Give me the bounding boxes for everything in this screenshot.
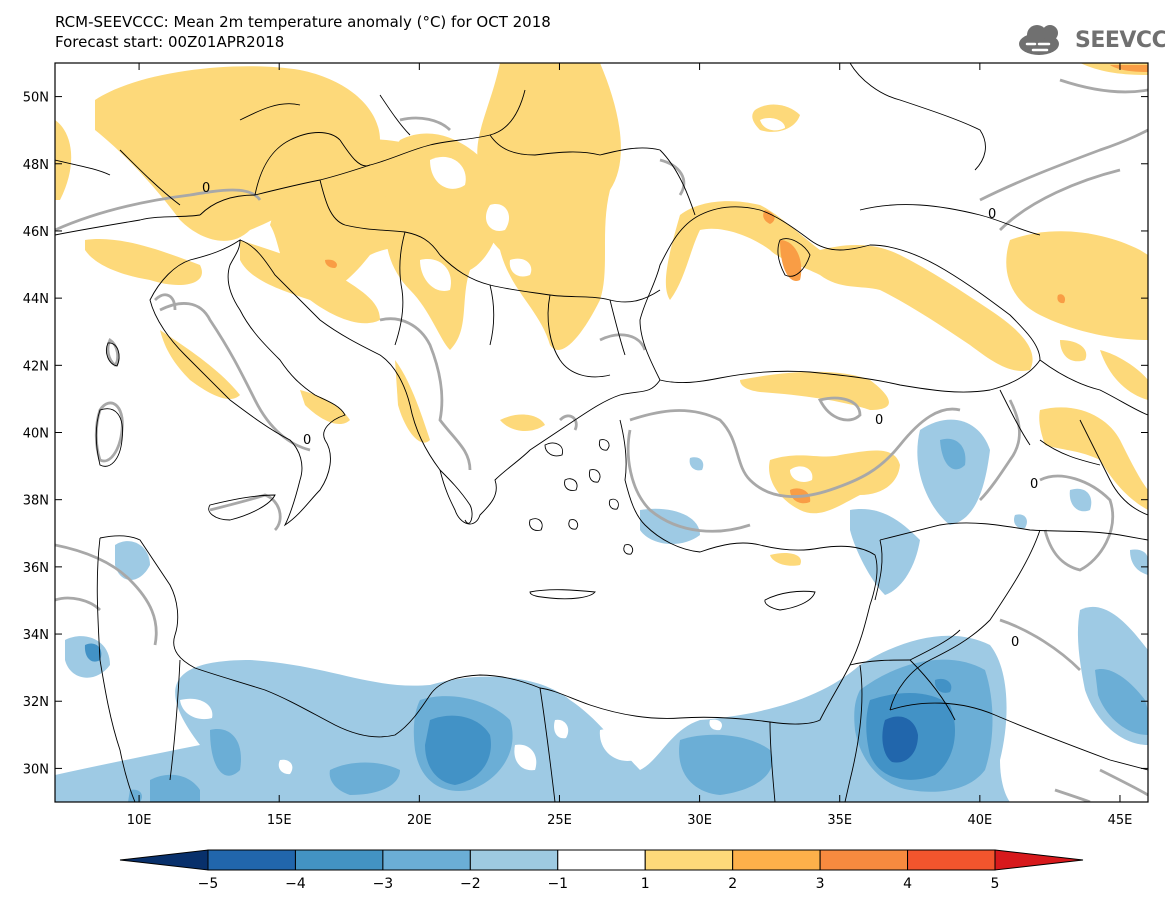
strongest-cool-anomaly-area [882, 716, 918, 763]
colorbar-label: 2 [728, 876, 737, 892]
longitude-axis: 10E 15E 20E 25E 30E 35E 40E 45E [127, 63, 1133, 828]
forecast-start-subtitle: Forecast start: 00Z01APR2018 [55, 33, 285, 51]
colorbar-box [732, 849, 821, 871]
lat-tick-label: 40N [23, 427, 49, 442]
colorbar-box [644, 849, 734, 871]
colorbar-box [294, 849, 384, 871]
colorbar-label: 5 [991, 876, 1000, 892]
lon-tick-label: 30E [687, 813, 712, 828]
colorbar-low-extension [119, 849, 209, 871]
logo-text: SEEVCCC [1075, 28, 1165, 53]
contour-label: 0 [988, 207, 996, 222]
colorbar-box [207, 849, 296, 871]
colorbar-box [907, 849, 996, 871]
colorbar-box [819, 849, 909, 871]
lon-tick-label: 10E [127, 813, 152, 828]
lon-tick-label: 15E [267, 813, 292, 828]
colorbar-label: 1 [641, 876, 650, 892]
contour-label: 0 [1030, 477, 1038, 492]
latitude-axis: 30N 32N 34N 36N 38N 40N 42N 44N 46N 48N 50N [23, 91, 1148, 777]
lat-tick-label: 50N [23, 91, 49, 106]
lat-tick-label: 36N [23, 561, 49, 576]
colorbar-high-extension [994, 849, 1084, 871]
lat-tick-label: 30N [23, 762, 49, 777]
colorbar: −5 −4 −3 −2 −1 1 2 3 4 5 [119, 849, 1084, 892]
lat-tick-label: 42N [23, 359, 49, 374]
cool-area-gaps [55, 692, 722, 775]
cloud-icon [1019, 25, 1059, 55]
lon-tick-label: 20E [407, 813, 432, 828]
colorbar-label: −4 [285, 876, 306, 892]
coastlines-and-borders [55, 63, 1148, 802]
map-field: 0 0 0 0 0 0 [55, 63, 1148, 802]
colorbar-label: 3 [816, 876, 825, 892]
lon-tick-label: 45E [1108, 813, 1133, 828]
lon-tick-label: 40E [967, 813, 992, 828]
colorbar-label: −5 [198, 876, 219, 892]
contour-label: 0 [875, 413, 883, 428]
contour-zero-labels: 0 0 0 0 0 0 [202, 181, 1038, 650]
colorbar-box [469, 849, 559, 871]
lat-tick-label: 48N [23, 158, 49, 173]
lat-tick-label: 46N [23, 225, 49, 240]
map-title: RCM-SEEVCCC: Mean 2m temperature anomaly… [55, 13, 551, 31]
colorbar-label: −1 [547, 876, 568, 892]
contour-label: 0 [303, 433, 311, 448]
colorbar-label: −2 [460, 876, 481, 892]
seevccc-logo: SEEVCCC [1017, 20, 1165, 60]
lat-tick-label: 32N [23, 695, 49, 710]
colorbar-box [557, 849, 646, 871]
colorbar-box [382, 849, 471, 871]
warm-area-gaps [420, 117, 813, 482]
lat-tick-label: 34N [23, 628, 49, 643]
lon-tick-label: 25E [547, 813, 572, 828]
colorbar-label: 4 [903, 876, 912, 892]
warm-anomaly-areas [55, 63, 1148, 566]
lat-tick-label: 44N [23, 292, 49, 307]
contour-label: 0 [1011, 635, 1019, 650]
lon-tick-label: 35E [827, 813, 852, 828]
colorbar-label: −3 [373, 876, 394, 892]
contour-label: 0 [202, 181, 210, 196]
lat-tick-label: 38N [23, 494, 49, 509]
